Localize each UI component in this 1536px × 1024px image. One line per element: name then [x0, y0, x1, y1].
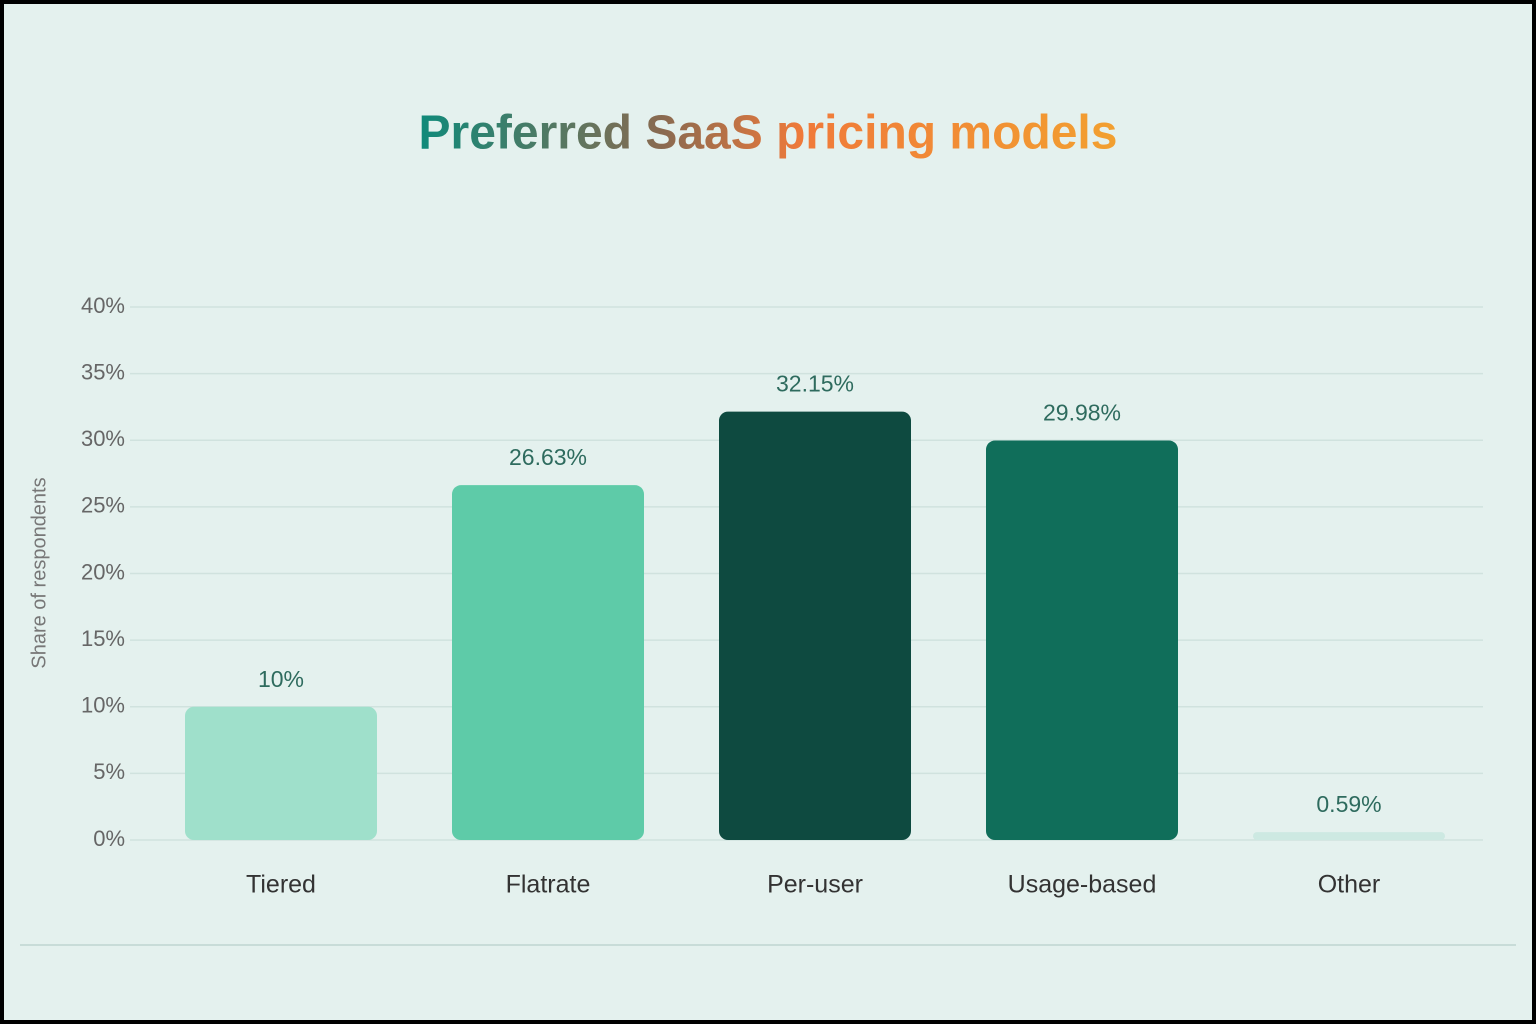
x-tick-label: Tiered — [246, 871, 316, 899]
value-label: 0.59% — [1316, 791, 1381, 817]
y-tick-label: 40% — [81, 293, 125, 318]
y-tick-label: 5% — [93, 759, 125, 784]
x-tick-label: Per-user — [767, 871, 863, 899]
bar — [452, 485, 644, 840]
value-label: 10% — [258, 666, 304, 692]
x-tick-label: Usage-based — [1008, 871, 1157, 899]
y-tick-label: 30% — [81, 426, 125, 451]
y-tick-label: 0% — [93, 826, 125, 851]
value-label: 32.15% — [776, 371, 854, 397]
x-tick-label: Flatrate — [506, 871, 591, 899]
y-tick-label: 20% — [81, 559, 125, 584]
x-tick-label: Other — [1318, 871, 1381, 899]
y-axis-label: Share of respondents — [28, 477, 50, 668]
bar — [986, 440, 1178, 840]
y-tick-label: 25% — [81, 493, 125, 518]
chart-title: Preferred SaaS pricing models — [419, 107, 1118, 160]
bar — [1253, 832, 1445, 840]
y-tick-label: 15% — [81, 626, 125, 651]
value-label: 29.98% — [1043, 400, 1121, 426]
y-tick-label: 10% — [81, 693, 125, 718]
bar — [719, 411, 911, 840]
value-label: 26.63% — [509, 444, 587, 470]
y-tick-label: 35% — [81, 359, 125, 384]
bar — [185, 706, 377, 840]
